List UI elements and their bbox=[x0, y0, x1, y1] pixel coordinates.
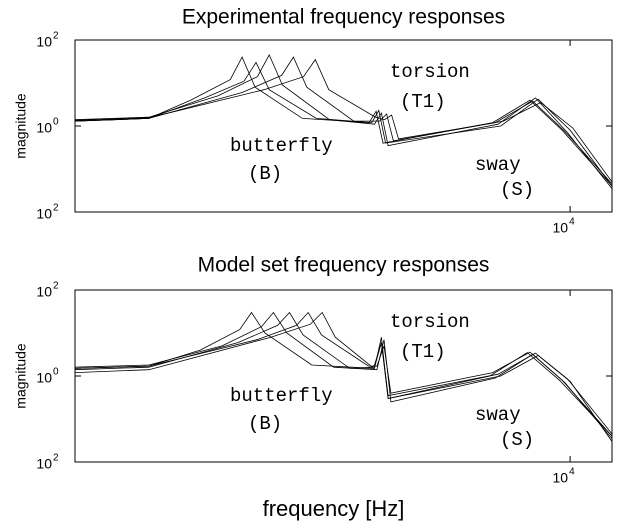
response-curve bbox=[75, 311, 612, 437]
y-axis-label: magnitude bbox=[13, 343, 29, 409]
plot-area bbox=[75, 53, 612, 189]
annotation: (S) bbox=[500, 179, 534, 201]
chart-title: Experimental frequency responses bbox=[182, 6, 505, 29]
annotation: (B) bbox=[248, 163, 282, 185]
response-curve bbox=[75, 311, 612, 442]
annotation: (S) bbox=[500, 429, 534, 451]
y-axis-label: magnitude bbox=[13, 93, 29, 159]
y-tick-label: 10 bbox=[36, 284, 52, 300]
chart-title: Model set frequency responses bbox=[198, 254, 490, 277]
y-tick-label: 10 bbox=[36, 120, 52, 136]
response-curve bbox=[75, 53, 612, 189]
annotation: sway bbox=[475, 404, 521, 426]
annotation: torsion bbox=[390, 311, 470, 333]
y-tick-label: 10 bbox=[36, 34, 52, 50]
y-tick-exponent: 0 bbox=[53, 367, 59, 378]
y-tick-label: 10 bbox=[36, 456, 52, 472]
annotation: butterfly bbox=[230, 135, 333, 157]
y-tick-label: 10 bbox=[36, 370, 52, 386]
response-curve bbox=[75, 311, 612, 437]
response-curve bbox=[75, 56, 612, 187]
annotation: butterfly bbox=[230, 385, 333, 407]
y-tick-exponent: 2 bbox=[53, 281, 59, 292]
x-tick-label: 10 bbox=[553, 220, 569, 236]
y-tick-exponent: 0 bbox=[53, 117, 59, 128]
response-curve bbox=[75, 61, 612, 187]
y-tick-exponent: 2 bbox=[53, 203, 59, 214]
plot-frame bbox=[74, 39, 613, 213]
annotation: (B) bbox=[248, 413, 282, 435]
annotation: (T1) bbox=[400, 341, 446, 363]
x-axis-label: frequency [Hz] bbox=[263, 496, 405, 521]
annotation: sway bbox=[475, 154, 521, 176]
y-tick-exponent: 2 bbox=[53, 31, 59, 42]
response-curve bbox=[75, 56, 612, 183]
plot-frame bbox=[74, 289, 613, 463]
annotation: torsion bbox=[390, 61, 470, 83]
response-curve bbox=[75, 58, 612, 185]
y-tick-label: 10 bbox=[36, 206, 52, 222]
response-curve bbox=[75, 311, 612, 435]
x-tick-label: 10 bbox=[553, 470, 569, 486]
y-tick-exponent: 2 bbox=[53, 453, 59, 464]
annotation: (T1) bbox=[400, 91, 446, 113]
x-tick-exponent: 4 bbox=[569, 467, 575, 478]
x-tick-exponent: 4 bbox=[569, 217, 575, 228]
response-curve bbox=[75, 311, 612, 439]
plot-area bbox=[75, 311, 612, 442]
